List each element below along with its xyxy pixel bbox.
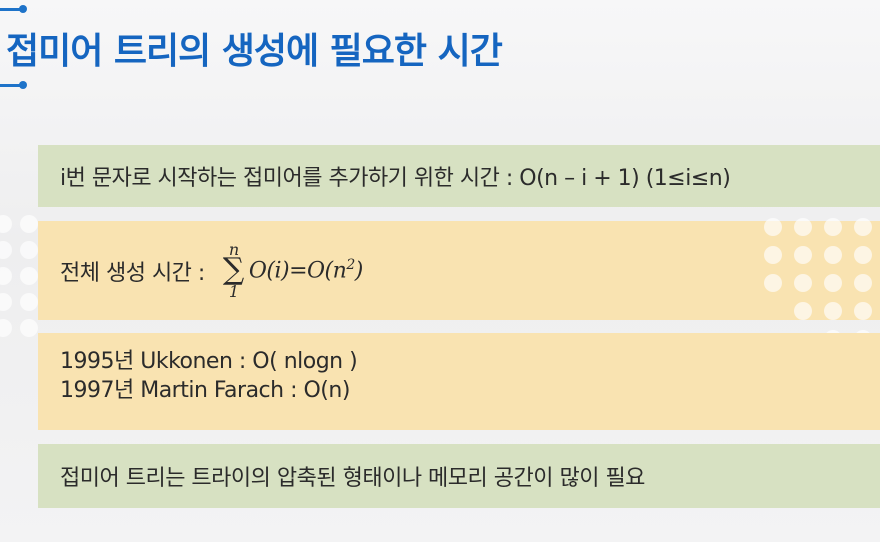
- algorithm-ukkonen: 1995년 Ukkonen : O( nlogn ): [60, 349, 358, 374]
- slide-title: 접미어 트리의 생성에 필요한 시간: [6, 31, 503, 72]
- sum-symbol: ∑: [222, 251, 244, 287]
- panel-suffix-time: i번 문자로 시작하는 접미어를 추가하기 위한 시간 : O(n – i + …: [38, 145, 880, 207]
- formula-exponent: 2: [346, 257, 355, 274]
- total-time-label: 전체 생성 시간 :: [60, 260, 205, 286]
- sum-lower-limit: 1: [228, 281, 239, 301]
- suffix-time-text: i번 문자로 시작하는 접미어를 추가하기 위한 시간 : O(n – i + …: [60, 166, 731, 191]
- panel-total-time: 전체 생성 시간 : n ∑ 1 O(i)=O(n2): [38, 221, 880, 320]
- algorithm-farach: 1997년 Martin Farach : O(n): [60, 378, 350, 403]
- panel-algorithms: 1995년 Ukkonen : O( nlogn ) 1997년 Martin …: [38, 333, 880, 430]
- summation: n ∑ 1: [221, 240, 247, 302]
- memory-note-text: 접미어 트리는 트라이의 압축된 형태이나 메모리 공간이 많이 필요: [60, 466, 645, 491]
- panel-memory-note: 접미어 트리는 트라이의 압축된 형태이나 메모리 공간이 많이 필요: [38, 444, 880, 508]
- total-time-formula: O(i)=O(n2): [248, 257, 363, 284]
- accent-line-bottom: [0, 84, 22, 87]
- accent-line-top: [0, 8, 22, 11]
- accent-dot-bottom: [19, 81, 27, 89]
- accent-dot-top: [19, 5, 27, 13]
- sum-upper-limit: n: [228, 239, 239, 259]
